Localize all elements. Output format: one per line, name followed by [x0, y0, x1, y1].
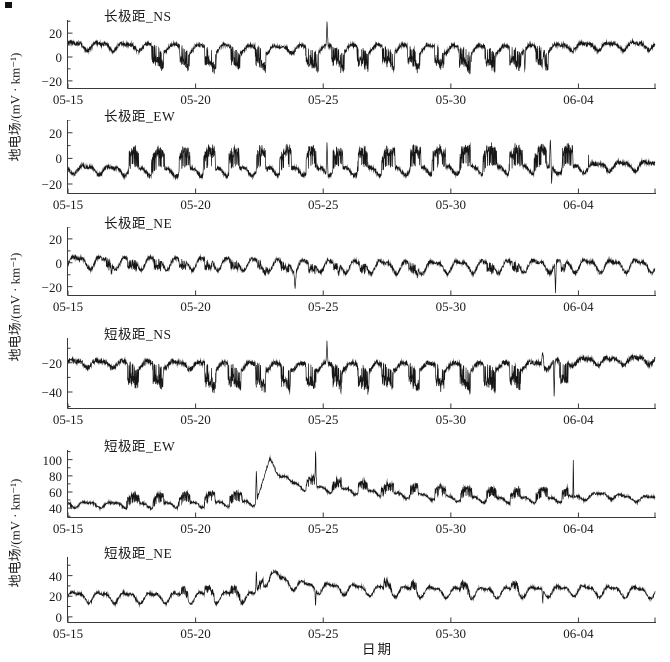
- corner-mark: [5, 2, 12, 8]
- y-tick-label: 20: [49, 26, 62, 42]
- x-tick-label: 05-15: [52, 626, 84, 641]
- x-tick-label: 05-15: [52, 412, 84, 427]
- y-tick-label: −20: [41, 73, 62, 89]
- y-tick-label: −20: [41, 279, 62, 295]
- plot-title-短极距_NE: 短极距_NE: [104, 546, 173, 561]
- x-tick-label: 05-25: [308, 412, 339, 427]
- x-tick-label: 05-15: [52, 299, 84, 314]
- y-tick-label: 60: [49, 484, 62, 500]
- x-tick-label: 05-15: [52, 197, 84, 212]
- plot-canvas-短极距_NE: [67, 557, 657, 624]
- x-tick-label: 06-04: [563, 92, 594, 107]
- y-tick-label: 0: [55, 49, 63, 65]
- y-tick-label: −20: [41, 177, 62, 193]
- x-tick-label: 06-04: [563, 521, 594, 536]
- x-tick-label: 06-04: [563, 626, 594, 641]
- x-tick-label: 06-04: [563, 197, 594, 212]
- x-tick-label: 05-30: [435, 92, 466, 107]
- y-tick-label: 100: [42, 452, 63, 468]
- x-tick-label: 05-20: [180, 92, 211, 107]
- x-tick-label: 05-20: [180, 412, 211, 427]
- x-axis-label: 日期: [362, 642, 393, 657]
- x-tick-label: 05-30: [435, 197, 466, 212]
- y-tick-label: −40: [41, 384, 62, 400]
- y-tick-label: 20: [49, 125, 62, 141]
- x-tick-label: 06-04: [563, 412, 594, 427]
- plot-title-短极距_EW: 短极距_EW: [104, 439, 176, 454]
- x-tick-label: 05-20: [180, 197, 211, 212]
- y-tick-label: 0: [55, 255, 63, 271]
- y-tick-label: 20: [49, 231, 62, 247]
- plot-title-长极距_EW: 长极距_EW: [104, 109, 176, 124]
- x-tick-label: 05-30: [435, 521, 466, 536]
- plot-title-长极距_NS: 长极距_NS: [104, 9, 172, 24]
- y-tick-label: 0: [55, 609, 63, 625]
- x-tick-label: 05-25: [308, 521, 339, 536]
- x-tick-label: 05-30: [435, 412, 466, 427]
- plot-canvas-长极距_NS: [67, 20, 657, 90]
- plot-title-短极距_NS: 短极距_NS: [104, 327, 172, 342]
- x-tick-label: 05-15: [52, 521, 84, 536]
- y-axis-label: 地电场/(mV · km⁻¹): [7, 52, 23, 162]
- plot-canvas-长极距_EW: [67, 120, 657, 195]
- x-tick-label: 05-25: [308, 197, 339, 212]
- x-tick-label: 05-25: [308, 299, 339, 314]
- x-tick-label: 05-30: [435, 626, 466, 641]
- y-tick-label: 0: [55, 151, 63, 167]
- x-tick-label: 05-15: [52, 92, 84, 107]
- x-tick-label: 05-30: [435, 299, 466, 314]
- y-axis-label: 地电场/(mV · km⁻¹): [7, 478, 23, 588]
- y-tick-label: 20: [49, 589, 62, 605]
- plot-canvas-短极距_EW: [67, 450, 657, 519]
- x-tick-label: 05-20: [180, 299, 211, 314]
- x-tick-label: 05-20: [180, 521, 211, 536]
- plot-title-长极距_NE: 长极距_NE: [104, 216, 173, 231]
- plot-canvas-短极距_NS: [67, 338, 657, 410]
- x-tick-label: 05-20: [180, 626, 211, 641]
- plot-canvas-长极距_NE: [67, 227, 657, 297]
- y-axis-label: 地电场/(mV · km⁻¹): [7, 252, 23, 362]
- x-tick-label: 05-25: [308, 92, 339, 107]
- y-tick-label: 40: [49, 501, 62, 517]
- x-tick-label: 05-25: [308, 626, 339, 641]
- y-tick-label: 40: [49, 568, 62, 584]
- x-tick-label: 06-04: [563, 299, 594, 314]
- y-tick-label: 80: [49, 468, 62, 484]
- y-tick-label: −20: [41, 355, 62, 371]
